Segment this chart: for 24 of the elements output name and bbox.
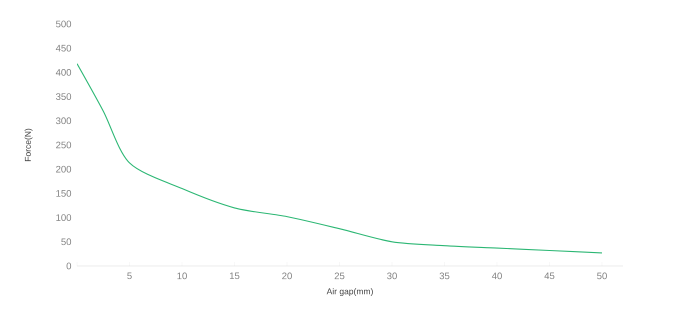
x-tick-label: 30 <box>387 272 397 280</box>
y-tick-label: 350 <box>56 93 72 100</box>
y-tick-label: 0 <box>66 262 72 270</box>
y-tick-label: 150 <box>56 190 72 197</box>
x-tick-label: 5 <box>127 272 132 280</box>
x-axis-title: Air gap(mm) <box>326 288 373 296</box>
y-tick-label: 250 <box>56 142 72 148</box>
y-tick-label: 300 <box>56 117 72 124</box>
x-tick-label: 10 <box>177 272 187 280</box>
y-tick-label: 400 <box>56 69 72 76</box>
x-tick-label: 15 <box>230 272 240 280</box>
y-tick-label: 100 <box>56 214 72 221</box>
y-axis-title: Force(N) <box>24 128 33 162</box>
x-tick-label: 45 <box>544 272 554 280</box>
x-tick-label: 25 <box>334 272 344 280</box>
line-series <box>77 63 603 254</box>
x-tick-label: 50 <box>597 272 607 280</box>
x-tick-label: 35 <box>440 272 450 280</box>
y-tick-label: 200 <box>56 166 72 173</box>
x-tick-label: 40 <box>492 272 502 280</box>
y-tick-label: 450 <box>56 44 72 52</box>
x-tick-label: 20 <box>282 272 292 280</box>
y-tick-label: 50 <box>61 238 72 246</box>
y-tick-label: 500 <box>56 20 72 28</box>
